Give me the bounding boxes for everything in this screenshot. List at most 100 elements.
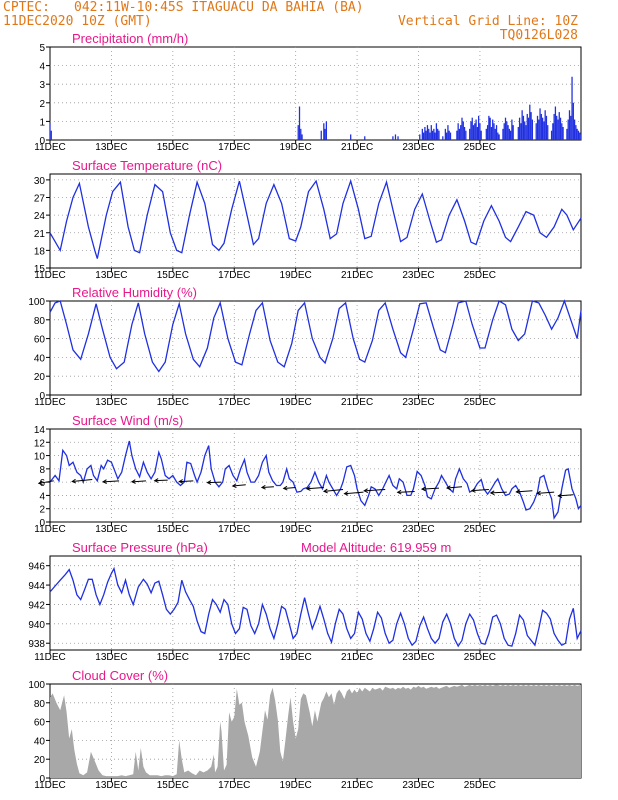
wind-arrow-head — [536, 490, 541, 496]
precip-bar — [522, 115, 525, 140]
pressure-xtick-label: 15DEC — [157, 652, 189, 663]
precip-bar — [475, 119, 477, 140]
precip-bar — [430, 125, 432, 140]
wind-arrow — [471, 488, 489, 492]
precip-bar — [434, 132, 436, 140]
precip-bar — [300, 128, 302, 140]
precip-bar — [524, 121, 526, 140]
cloud-ytick-label: 60 — [34, 718, 46, 729]
pressure-ytick-label: 946 — [28, 562, 45, 573]
precip-bar — [575, 125, 577, 140]
wind-arrow — [421, 487, 440, 490]
temp-xtick-label: 21DEC — [341, 270, 373, 281]
precip-bar — [558, 112, 560, 140]
precip-bar — [419, 134, 421, 140]
wind-arrow — [306, 486, 324, 490]
precip-bar — [424, 126, 426, 140]
pressure-xtick-label: 11DEC — [34, 652, 66, 663]
rh-ytick-label: 20 — [34, 372, 46, 383]
temp-xtick-label: 17DEC — [218, 270, 250, 281]
cloud-xtick-label: 23DEC — [402, 780, 434, 791]
wind-arrow-head — [489, 490, 495, 496]
precip-bar — [394, 134, 397, 140]
wind-arrow-head — [557, 493, 563, 498]
cloud-ytick-label: 100 — [28, 680, 45, 691]
wind-xtick-label: 11DEC — [34, 524, 66, 535]
wind-arrow — [364, 488, 386, 492]
cloud-xtick-label: 19DEC — [280, 780, 312, 791]
temp-title: Surface Temperature (nC) — [72, 158, 222, 173]
precip-bar — [527, 117, 530, 140]
precip-bar — [421, 128, 423, 140]
temp-ytick-label: 30 — [34, 176, 46, 187]
pressure-xtick-label: 19DEC — [280, 652, 312, 663]
rh-xtick-label: 23DEC — [402, 397, 434, 408]
pressure-line — [49, 566, 582, 648]
precip-bar — [553, 113, 555, 140]
precip-bar — [458, 128, 461, 140]
wind-xtick-label: 19DEC — [280, 524, 312, 535]
wind-arrow-head — [445, 485, 451, 491]
precip-bar — [494, 128, 496, 140]
precip-ytick-label: 5 — [39, 43, 45, 54]
wind-ytick-label: 14 — [34, 425, 46, 436]
wind-ytick-label: 6 — [39, 478, 45, 489]
wind-arrow-head — [206, 480, 212, 485]
wind-arrow — [490, 491, 507, 494]
temp-ytick-label: 21 — [34, 229, 46, 240]
precip-bar — [579, 132, 581, 140]
wind-arrow-head — [343, 491, 349, 496]
precip-bar — [568, 110, 571, 140]
precip-bar — [566, 128, 568, 140]
precip-bar — [567, 119, 569, 140]
precip-bar — [562, 126, 564, 140]
wind-arrow — [179, 480, 194, 483]
cloud-ytick-label: 20 — [34, 755, 46, 766]
precip-bar — [531, 119, 534, 140]
precip-bar — [535, 123, 537, 140]
precip-bar — [517, 126, 519, 140]
wind-arrow-head — [102, 479, 107, 484]
temp-ytick-label: 18 — [34, 246, 46, 257]
wind-ytick-label: 10 — [34, 452, 46, 463]
rh-ytick-label: 80 — [34, 316, 46, 327]
precip-bar — [392, 136, 394, 140]
wind-ytick-label: 2 — [39, 505, 45, 516]
precip-bar — [448, 130, 450, 140]
precip-bar — [431, 130, 434, 140]
temp-ytick-label: 27 — [34, 194, 46, 205]
precip-frame — [49, 46, 582, 141]
pressure-xtick-label: 21DEC — [341, 652, 373, 663]
precip-bar — [463, 126, 466, 140]
pressure-xtick-label: 25DEC — [464, 652, 496, 663]
precip-ytick-label: 1 — [39, 117, 45, 128]
precip-bar — [547, 125, 549, 140]
precip-bar — [511, 119, 513, 140]
precip-bar — [456, 130, 458, 140]
precip-bar — [529, 104, 531, 140]
precip-xtick-label: 11DEC — [34, 142, 66, 153]
cloud-xtick-label: 11DEC — [34, 780, 66, 791]
rh-xtick-label: 21DEC — [341, 397, 373, 408]
precip-panel — [46, 46, 582, 144]
rh-xtick-label: 25DEC — [464, 397, 496, 408]
precip-bar — [521, 110, 523, 140]
wind-title: Surface Wind (m/s) — [72, 413, 183, 428]
precip-bar — [576, 128, 578, 140]
precip-bar — [422, 132, 425, 140]
temp-xtick-label: 25DEC — [464, 270, 496, 281]
pressure-xtick-label: 13DEC — [95, 652, 127, 663]
wind-arrow — [283, 486, 296, 489]
wind-arrow-head — [396, 489, 402, 495]
temp-xtick-label: 15DEC — [157, 270, 189, 281]
precip-bar — [492, 119, 494, 140]
wind-arrow-head — [322, 488, 328, 494]
wind-arrow — [103, 480, 120, 483]
precip-xtick-label: 25DEC — [464, 142, 496, 153]
precip-bar — [438, 130, 440, 140]
precip-bar — [541, 117, 544, 140]
precip-bar — [476, 126, 478, 140]
precip-bar — [437, 128, 439, 140]
precip-bar — [506, 121, 508, 140]
wind-ytick-label: 12 — [34, 438, 46, 449]
